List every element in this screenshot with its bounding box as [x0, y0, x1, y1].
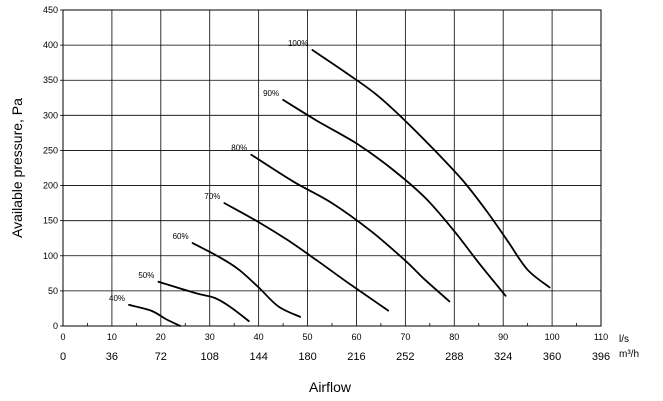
x-tick-label: 110 — [594, 332, 608, 342]
x-tick-label: 90 — [498, 332, 508, 342]
curve-label: 80% — [231, 144, 247, 153]
x-tick-label: 100 — [545, 332, 560, 342]
fan-curve — [128, 304, 182, 327]
fan-curve — [311, 49, 551, 289]
fan-curve — [223, 202, 390, 312]
x-secondary-unit-label: m³/h — [619, 349, 639, 360]
x-tick-label: 30 — [205, 332, 215, 342]
y-tick-label: 50 — [48, 286, 58, 296]
y-tick-label: 0 — [53, 321, 58, 331]
x-tick-label: 80 — [449, 332, 459, 342]
tick-labels: 0010362072301084014450180602167025280288… — [43, 5, 610, 363]
curve-label: 50% — [138, 271, 154, 280]
x-secondary-tick-label: 180 — [298, 351, 316, 363]
y-tick-label: 400 — [43, 40, 58, 50]
y-tick-label: 200 — [43, 181, 58, 191]
x-secondary-tick-label: 396 — [592, 351, 610, 363]
y-tick-label: 250 — [43, 145, 58, 155]
curve-label: 40% — [109, 294, 125, 303]
curve-label: 90% — [263, 89, 279, 98]
x-secondary-tick-label: 144 — [249, 351, 267, 363]
y-tick-label: 300 — [43, 110, 58, 120]
x-secondary-tick-label: 36 — [106, 351, 118, 363]
x-tick-label: 20 — [156, 332, 166, 342]
y-tick-label: 100 — [43, 251, 58, 261]
y-tick-label: 450 — [43, 5, 58, 15]
x-secondary-tick-label: 360 — [543, 351, 561, 363]
fan-curve — [282, 99, 507, 297]
x-secondary-tick-label: 252 — [396, 351, 414, 363]
curve-label: 60% — [173, 232, 189, 241]
fan-curve — [191, 242, 302, 318]
curve-label: 70% — [204, 192, 220, 201]
x-tick-label: 0 — [60, 332, 65, 342]
fan-curve — [250, 153, 451, 303]
x-tick-label: 40 — [254, 332, 264, 342]
curves — [128, 49, 551, 327]
x-secondary-tick-label: 324 — [494, 351, 512, 363]
x-tick-label: 60 — [351, 332, 361, 342]
x-tick-label: 10 — [107, 332, 117, 342]
x-secondary-tick-label: 72 — [155, 351, 167, 363]
x-tick-label: 50 — [303, 332, 313, 342]
x-secondary-tick-label: 0 — [60, 351, 66, 363]
x-unit-label: l/s — [619, 334, 629, 345]
y-tick-label: 350 — [43, 75, 58, 85]
plot-area-frame — [62, 9, 602, 327]
x-tick-label: 70 — [400, 332, 410, 342]
y-tick-label: 150 — [43, 216, 58, 226]
x-axis-title: Airflow — [309, 379, 352, 395]
y-axis-title: Available pressure, Pa — [9, 98, 25, 238]
x-secondary-tick-label: 288 — [445, 351, 463, 363]
grid-lines — [60, 9, 601, 327]
x-secondary-tick-label: 216 — [347, 351, 365, 363]
curve-label: 100% — [288, 39, 308, 48]
fan-curve — [157, 280, 250, 322]
x-secondary-tick-label: 108 — [201, 351, 219, 363]
